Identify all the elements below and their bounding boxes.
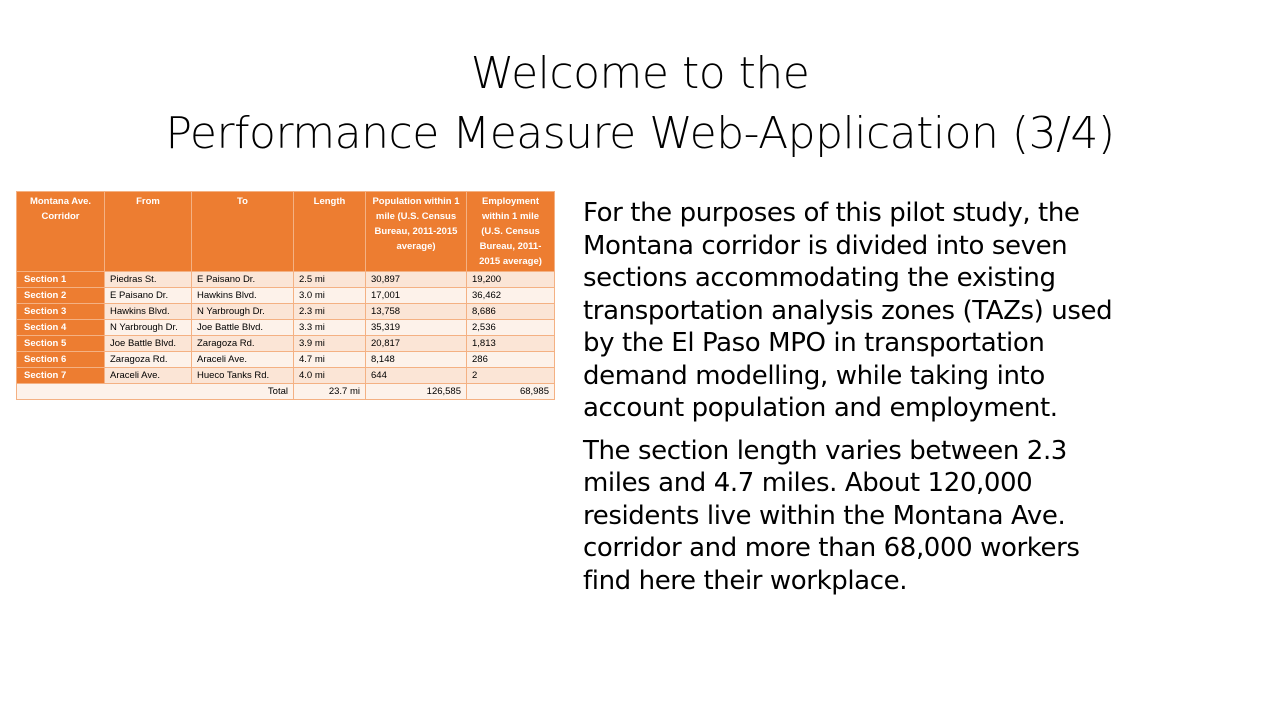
cell-population: 17,001 — [365, 287, 467, 304]
header-to: To — [191, 191, 294, 272]
title-line-1: Welcome to the — [470, 48, 810, 99]
cell-population: 13,758 — [365, 303, 467, 320]
text-line: find here their workplace. — [583, 565, 908, 596]
cell-section: Section 4 — [16, 319, 105, 336]
cell-total-label: Total — [16, 383, 294, 400]
text-line: sections accommodating the existing — [583, 263, 1056, 293]
cell-from: Piedras St. — [104, 271, 192, 288]
table-row: Section 3 Hawkins Blvd. N Yarbrough Dr. … — [16, 303, 555, 320]
text-line: transportation analysis zones (TAZs) use… — [583, 295, 1113, 326]
text-line: Montana corridor is divided into seven — [583, 230, 1068, 261]
cell-employment: 36,462 — [466, 287, 555, 304]
cell-population: 644 — [365, 367, 467, 384]
header-employment: Employment within 1 mile (U.S. Census Bu… — [466, 191, 555, 272]
slide-title: Welcome to the Performance Measure Web-A… — [40, 44, 1240, 164]
cell-length: 4.0 mi — [293, 367, 366, 384]
table-row: Section 4 N Yarbrough Dr. Joe Battle Blv… — [16, 319, 555, 336]
table-row: Section 5 Joe Battle Blvd. Zaragoza Rd. … — [16, 335, 555, 352]
cell-to: Hawkins Blvd. — [191, 287, 294, 304]
cell-population: 20,817 — [365, 335, 467, 352]
cell-length: 4.7 mi — [293, 351, 366, 368]
cell-to: Joe Battle Blvd. — [191, 319, 294, 336]
header-from: From — [104, 191, 192, 272]
cell-to: Hueco Tanks Rd. — [191, 367, 294, 384]
cell-to: E Paisano Dr. — [191, 271, 294, 288]
table-row: Section 2 E Paisano Dr. Hawkins Blvd. 3.… — [16, 287, 555, 304]
cell-population: 8,148 — [365, 351, 467, 368]
text-line: residents live within the Montana Ave. — [583, 500, 1066, 531]
cell-length: 3.9 mi — [293, 335, 366, 352]
cell-section: Section 6 — [16, 351, 105, 368]
cell-from: Araceli Ave. — [104, 367, 192, 384]
cell-population: 35,319 — [365, 319, 467, 336]
cell-employment: 286 — [466, 351, 555, 368]
cell-section: Section 1 — [16, 271, 105, 288]
table-total-row: Total 23.7 mi 126,585 68,985 — [16, 383, 555, 400]
header-population: Population within 1 mile (U.S. Census Bu… — [365, 191, 467, 272]
table-header-row: Montana Ave. Corridor From To Length Pop… — [16, 191, 555, 272]
cell-from: Zaragoza Rd. — [104, 351, 192, 368]
header-corridor: Montana Ave. Corridor — [16, 191, 105, 272]
text-line: corridor and more than 68,000 workers — [583, 533, 1080, 563]
cell-length: 3.3 mi — [293, 319, 366, 336]
text-line: account population and employment. — [583, 393, 1058, 423]
cell-total-employment: 68,985 — [466, 383, 555, 400]
cell-employment: 1,813 — [466, 335, 555, 352]
text-line: miles and 4.7 miles. About 120,000 — [583, 468, 1033, 498]
cell-employment: 2,536 — [466, 319, 555, 336]
cell-to: N Yarbrough Dr. — [191, 303, 294, 320]
cell-length: 2.3 mi — [293, 303, 366, 320]
cell-from: E Paisano Dr. — [104, 287, 192, 304]
text-line: For the purposes of this pilot study, th… — [583, 198, 1080, 228]
cell-section: Section 7 — [16, 367, 105, 384]
table-row: Section 6 Zaragoza Rd. Araceli Ave. 4.7 … — [16, 351, 555, 368]
cell-length: 2.5 mi — [293, 271, 366, 288]
title-line-2: Performance Measure Web-Application (3/4… — [165, 108, 1115, 159]
paragraph-sections: For the purposes of this pilot study, th… — [583, 197, 1223, 425]
description-text: For the purposes of this pilot study, th… — [583, 197, 1223, 607]
table-row: Section 1 Piedras St. E Paisano Dr. 2.5 … — [16, 271, 555, 288]
corridor-sections-table: Montana Ave. Corridor From To Length Pop… — [16, 191, 555, 400]
cell-section: Section 2 — [16, 287, 105, 304]
cell-from: N Yarbrough Dr. — [104, 319, 192, 336]
paragraph-length: The section length varies between 2.3 mi… — [583, 435, 1223, 598]
cell-length: 3.0 mi — [293, 287, 366, 304]
cell-to: Araceli Ave. — [191, 351, 294, 368]
cell-population: 30,897 — [365, 271, 467, 288]
text-line: demand modelling, while taking into — [583, 360, 1045, 391]
cell-employment: 8,686 — [466, 303, 555, 320]
cell-from: Joe Battle Blvd. — [104, 335, 192, 352]
cell-total-length: 23.7 mi — [293, 383, 366, 400]
cell-employment: 2 — [466, 367, 555, 384]
text-line: The section length varies between 2.3 — [583, 435, 1067, 466]
cell-from: Hawkins Blvd. — [104, 303, 192, 320]
cell-total-population: 126,585 — [365, 383, 467, 400]
cell-section: Section 3 — [16, 303, 105, 320]
cell-section: Section 5 — [16, 335, 105, 352]
text-line: by the El Paso MPO in transportation — [583, 328, 1045, 358]
header-length: Length — [293, 191, 366, 272]
cell-employment: 19,200 — [466, 271, 555, 288]
cell-to: Zaragoza Rd. — [191, 335, 294, 352]
table-row: Section 7 Araceli Ave. Hueco Tanks Rd. 4… — [16, 367, 555, 384]
